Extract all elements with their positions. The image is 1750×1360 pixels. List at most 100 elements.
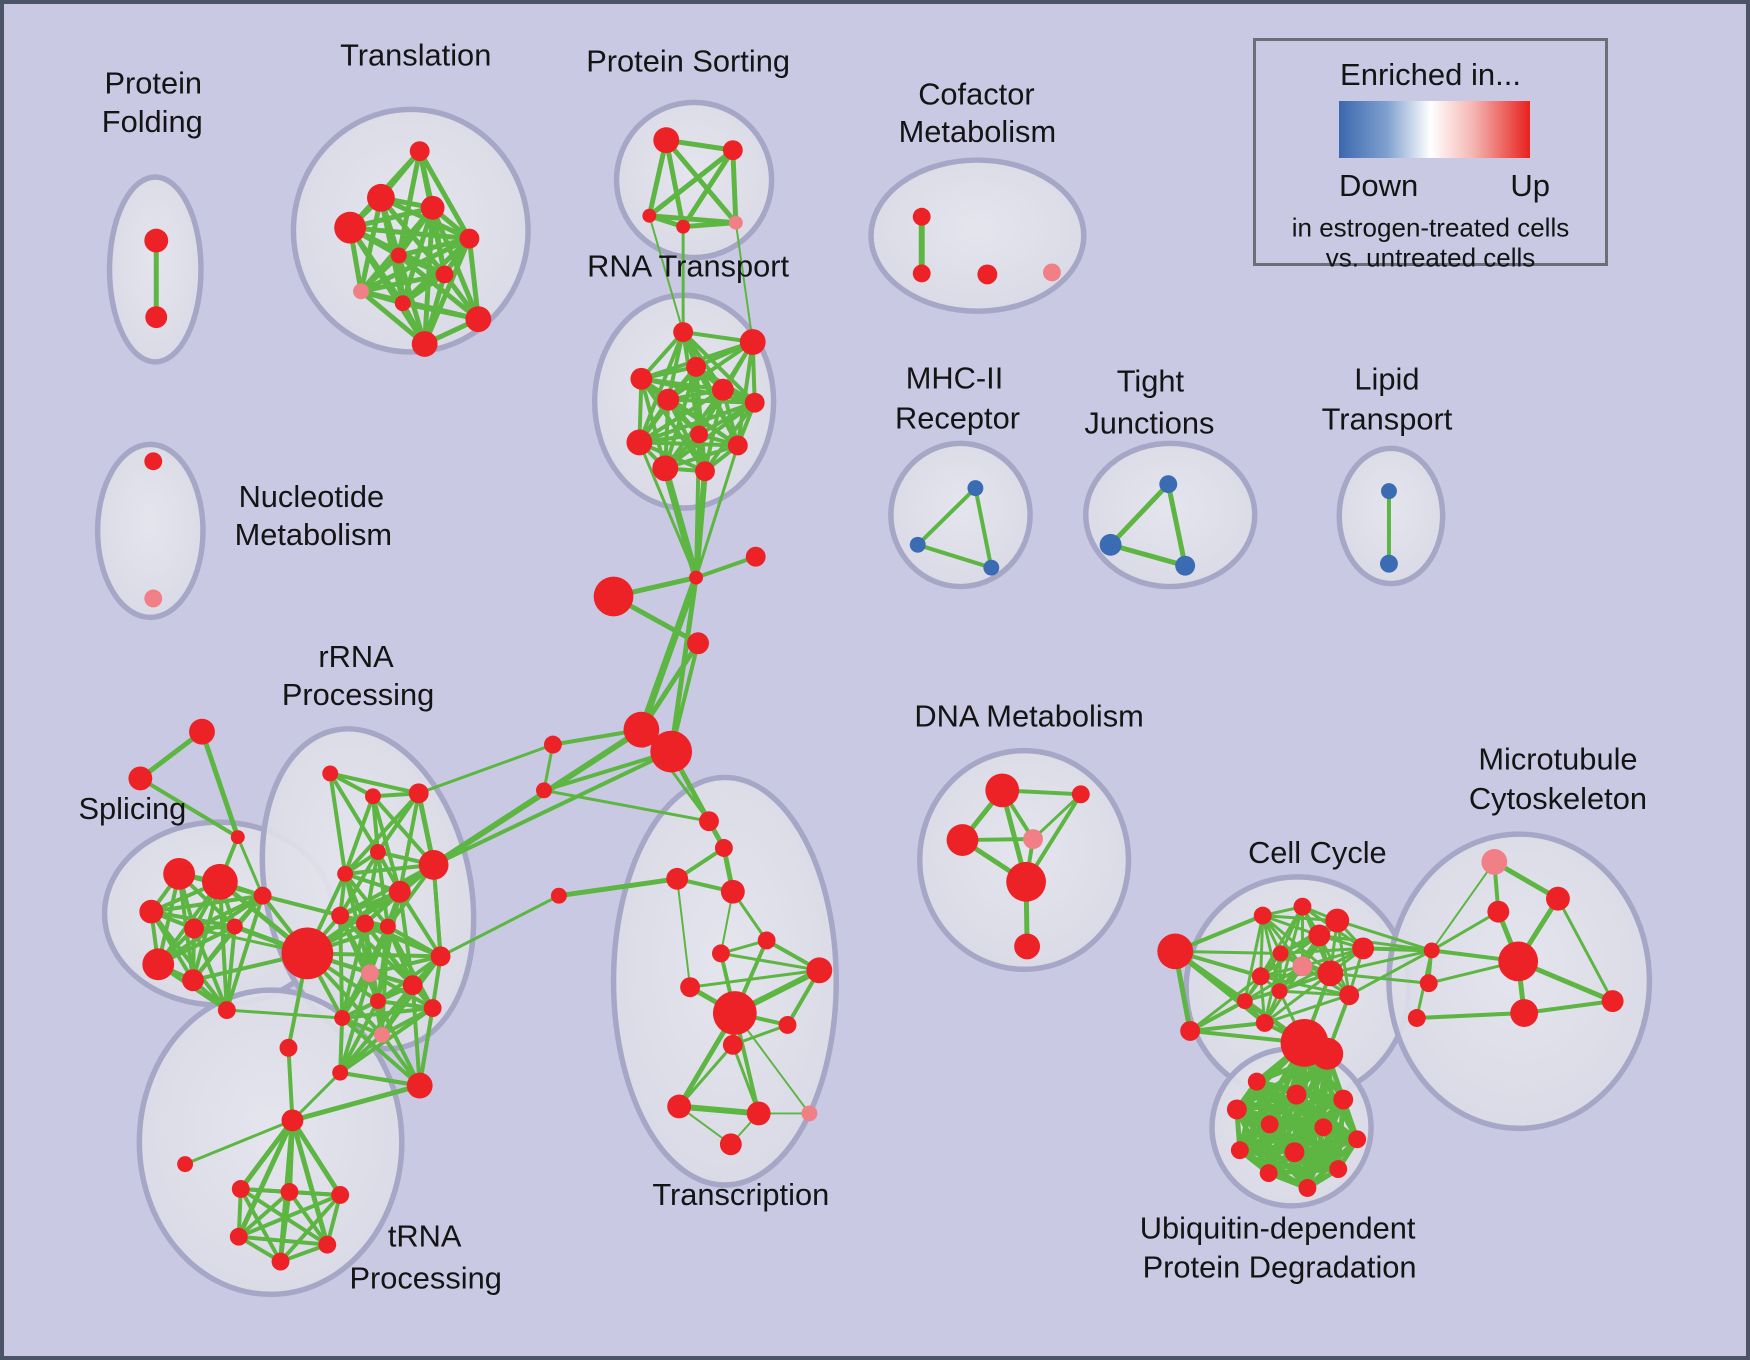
gene-set-node bbox=[642, 208, 657, 223]
cluster-label-cf: Metabolism bbox=[899, 114, 1056, 149]
gene-set-node bbox=[714, 839, 733, 857]
legend-gradient-bar bbox=[1339, 101, 1530, 158]
gene-set-node bbox=[388, 880, 411, 903]
graph-edge bbox=[556, 876, 680, 899]
gene-set-node bbox=[666, 867, 689, 890]
graph-edge bbox=[340, 921, 368, 1020]
graph-edge bbox=[1328, 971, 1431, 985]
cluster-label-pf: Protein bbox=[104, 65, 202, 100]
cluster-label-dn: DNA Metabolism bbox=[914, 699, 1143, 734]
gene-set-node bbox=[459, 228, 480, 249]
gene-set-node bbox=[757, 931, 776, 950]
cluster-ellipse-dn bbox=[917, 747, 1132, 973]
gene-set-node bbox=[1293, 897, 1312, 916]
label-layer: Protein Folding Translation Protein Sorting… bbox=[78, 38, 1647, 1296]
gene-set-node bbox=[163, 857, 196, 890]
graph-edge bbox=[397, 791, 421, 894]
graph-edge bbox=[680, 220, 739, 230]
graph-edge bbox=[417, 148, 472, 242]
gene-set-node bbox=[1230, 1141, 1249, 1160]
gene-set-node bbox=[719, 1133, 742, 1156]
gene-set-node bbox=[699, 811, 719, 832]
gene-set-node bbox=[1314, 1118, 1333, 1137]
graph-edge bbox=[1188, 999, 1247, 1033]
gene-set-node bbox=[379, 918, 396, 935]
gene-set-node bbox=[1352, 937, 1375, 960]
gene-set-node bbox=[744, 392, 765, 413]
graph-edge bbox=[430, 726, 645, 868]
cluster-label-tj: Junctions bbox=[1084, 405, 1214, 440]
gene-set-node bbox=[1247, 1072, 1266, 1091]
cluster-label-ub: Ubiquitin-dependent bbox=[1140, 1211, 1416, 1246]
graph-edge bbox=[735, 340, 755, 448]
gene-set-node bbox=[722, 1034, 743, 1055]
graph-edge bbox=[149, 893, 265, 914]
graph-edge bbox=[328, 771, 421, 796]
gene-set-node bbox=[801, 1105, 818, 1122]
graph-edge bbox=[1556, 897, 1615, 1003]
gene-set-node bbox=[1226, 1099, 1247, 1120]
graph-edge bbox=[199, 729, 241, 840]
gene-set-node bbox=[361, 964, 379, 983]
graph-edge bbox=[1165, 481, 1188, 569]
graph-edge bbox=[666, 340, 755, 402]
graph-edge bbox=[225, 1008, 344, 1020]
gene-set-node bbox=[409, 141, 430, 162]
gene-set-node bbox=[271, 1252, 290, 1271]
gene-set-node bbox=[653, 127, 680, 154]
legend-up-label: Up bbox=[1510, 168, 1550, 203]
gene-set-node bbox=[1284, 1142, 1305, 1163]
gene-set-node bbox=[711, 944, 730, 963]
graph-edge bbox=[639, 376, 757, 405]
cluster-label-cf: Cofactor bbox=[918, 76, 1034, 111]
gene-set-node bbox=[778, 1016, 797, 1034]
graph-edge bbox=[343, 794, 375, 876]
cluster-label-lt: Lipid bbox=[1354, 362, 1419, 397]
gene-set-node bbox=[334, 1010, 351, 1026]
gene-set-node bbox=[337, 865, 354, 882]
graph-edge bbox=[677, 1043, 735, 1108]
graph-edge bbox=[375, 849, 390, 929]
gene-set-node bbox=[676, 219, 691, 234]
graph-edge bbox=[1031, 792, 1083, 841]
network-canvas: Protein Folding Translation Protein Sorting… bbox=[78, 38, 1653, 1298]
graph-edge bbox=[289, 1117, 330, 1248]
graph-edge bbox=[238, 1117, 295, 1192]
gene-set-node bbox=[1014, 933, 1041, 960]
graph-edge bbox=[410, 983, 422, 1088]
gene-set-node bbox=[144, 228, 169, 253]
graph-edge bbox=[290, 1071, 342, 1122]
cluster-label-ps: Protein Sorting bbox=[586, 44, 790, 79]
gene-set-node bbox=[253, 886, 272, 905]
cluster-label-mt: Cytoskeleton bbox=[1469, 781, 1647, 816]
graph-edge bbox=[149, 909, 229, 1013]
graph-edge bbox=[973, 486, 994, 570]
gene-set-node bbox=[720, 879, 745, 904]
gene-set-node bbox=[231, 1180, 250, 1198]
graph-edge bbox=[289, 1117, 343, 1198]
graph-edge bbox=[396, 236, 472, 258]
gene-set-node bbox=[1298, 1179, 1317, 1197]
graph-edge bbox=[183, 1118, 294, 1166]
gene-set-node bbox=[690, 425, 708, 444]
gene-set-node bbox=[1308, 924, 1331, 947]
cluster-label-nm: Metabolism bbox=[235, 517, 392, 552]
gene-set-node bbox=[281, 927, 334, 980]
gene-set-node bbox=[686, 356, 706, 377]
graph-edge bbox=[1430, 860, 1496, 952]
graph-edge bbox=[1266, 1136, 1360, 1176]
graph-edge bbox=[1266, 1166, 1341, 1176]
graph-edge bbox=[646, 147, 736, 219]
graph-edge bbox=[688, 968, 821, 989]
gene-set-node bbox=[1251, 967, 1270, 986]
gene-set-node bbox=[465, 306, 492, 333]
gene-set-node bbox=[365, 788, 381, 805]
cluster-label-rr: rRNA bbox=[318, 639, 394, 674]
gene-set-node bbox=[689, 570, 704, 585]
gene-set-node bbox=[356, 914, 374, 933]
graph-edge bbox=[637, 400, 757, 445]
cluster-label-sp: Splicing bbox=[78, 791, 186, 826]
graph-edge bbox=[1259, 974, 1351, 997]
graph-edge bbox=[1361, 946, 1434, 953]
